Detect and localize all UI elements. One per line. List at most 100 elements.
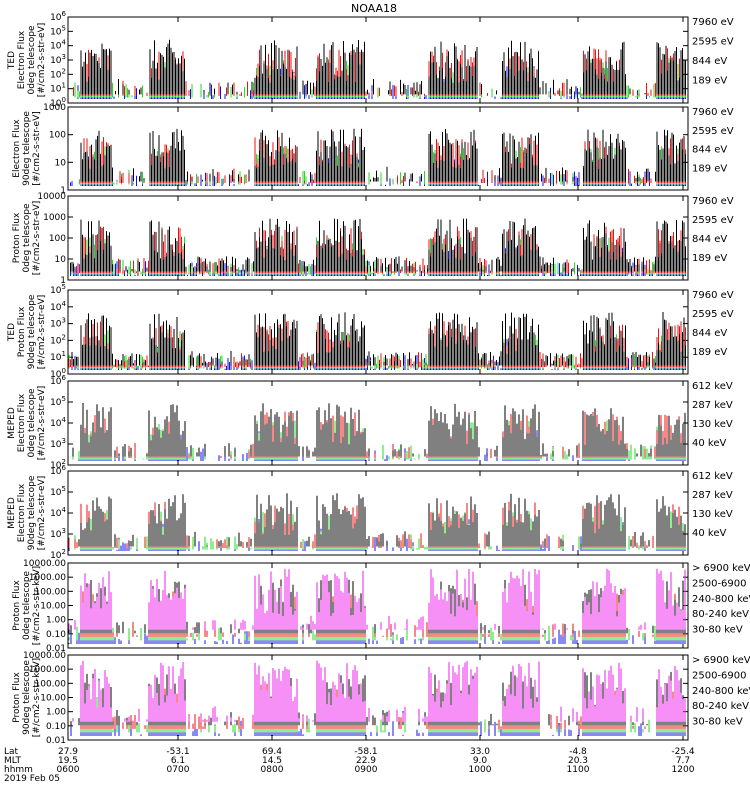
y-tick-label: 106 — [50, 464, 66, 477]
y-tick-label: 100 — [50, 367, 66, 380]
legend-entry: 40 keV — [692, 528, 726, 539]
y-tick-label: 100 — [50, 96, 66, 109]
legend-entry: 189 eV — [692, 253, 727, 264]
x-tick-label: 7.7 — [676, 756, 690, 766]
y-axis-label: TED — [7, 323, 17, 342]
y-axis-label: [#/cm2-s-str-eV] — [37, 476, 47, 551]
y-axis-label: [#/cm2-s-str-eV] — [37, 386, 47, 461]
data-marks — [70, 218, 686, 276]
series-trace — [78, 428, 686, 461]
series-trace — [71, 337, 686, 370]
series-trace — [70, 218, 686, 272]
legend-entry: 7960 eV — [692, 107, 734, 118]
y-axis-label: Proton Flux — [17, 306, 27, 357]
y-axis-label: [#/cm2-s-str-keV] — [32, 658, 42, 737]
data-marks — [70, 128, 686, 186]
x-tick-label: 1200 — [672, 765, 695, 775]
legend-entry: 130 keV — [692, 509, 733, 520]
y-tick-label: 106 — [50, 374, 66, 387]
legend-entry: > 6900 keV — [692, 563, 750, 574]
y-axis-label: Electron Flux — [17, 483, 27, 542]
y-axis-label: 90deg telescope — [27, 475, 37, 550]
y-axis-label: 90deg telescope — [22, 111, 32, 186]
y-axis-label: MEPED — [7, 407, 17, 439]
y-tick-label: 100 — [49, 234, 66, 244]
y-tick-label: 102 — [50, 67, 66, 80]
y-tick-label: 104 — [50, 506, 66, 519]
y-tick-label: 100.00 — [35, 679, 67, 689]
y-axis-label: 90deg telescope — [22, 660, 32, 735]
y-tick-label: 102 — [50, 458, 66, 471]
x-tick-label: -4.8 — [569, 747, 587, 757]
legend-entry: 80-240 keV — [692, 609, 749, 620]
data-marks — [70, 660, 686, 736]
y-axis-label: [#/cm2-s-str-keV] — [32, 566, 42, 645]
y-tick-label: 1.00 — [46, 708, 66, 718]
y-axis-label: 0deg telescope — [22, 571, 32, 641]
series-trace — [72, 403, 686, 457]
legend-entry: 30-80 keV — [692, 625, 743, 636]
y-axis-label: Proton Flux — [12, 580, 22, 631]
y-tick-label: 102 — [50, 333, 66, 346]
y-axis-label: Proton Flux — [12, 672, 22, 723]
y-tick-label: 0.10 — [46, 722, 66, 732]
legend-entry: 612 keV — [692, 471, 733, 482]
y-tick-label: 103 — [50, 527, 66, 540]
x-tick-label: 19.5 — [58, 756, 78, 766]
y-tick-label: 10 — [55, 255, 67, 265]
x-tick-label: 27.9 — [58, 747, 78, 757]
series-trace — [68, 568, 686, 630]
legend-entry: 2595 eV — [692, 309, 734, 320]
legend-entry: 240-800 keV — [692, 686, 750, 697]
y-tick-label: 100 — [49, 131, 66, 141]
legend-entry: 7960 eV — [692, 17, 734, 28]
x-tick-label: 20.3 — [568, 756, 588, 766]
y-tick-label: 102 — [50, 548, 66, 561]
series-trace — [78, 493, 686, 547]
legend-entry: 189 eV — [692, 347, 727, 358]
y-axis-label: [#/cm2-s-str-eV] — [32, 201, 42, 276]
series-trace — [68, 320, 686, 367]
data-marks — [68, 312, 686, 370]
legend-entry: 40 keV — [692, 438, 726, 449]
y-tick-label: 1000.00 — [29, 573, 66, 583]
legend-entry: > 6900 keV — [692, 655, 750, 666]
panel-7: 0.01 0.10 1.00 10.00 100.00 1000.00 10000.00 Pr… — [12, 559, 750, 654]
legend-entry: 844 eV — [692, 234, 727, 245]
y-tick-label: 1.00 — [46, 616, 66, 626]
y-tick-label: 10.00 — [40, 602, 66, 612]
legend-entry: 7960 eV — [692, 290, 734, 301]
y-tick-label: 103 — [50, 317, 66, 330]
x-tick-label: -58.1 — [354, 747, 377, 757]
y-tick-label: 105 — [50, 485, 66, 498]
y-tick-label: 10000.00 — [23, 651, 66, 661]
y-tick-label: 101 — [50, 350, 66, 363]
x-tick-label: 1000 — [469, 765, 492, 775]
series-trace — [71, 312, 686, 366]
y-tick-label: 1 — [60, 276, 66, 286]
y-tick-label: 103 — [50, 53, 66, 66]
legend-entry: 2595 eV — [692, 37, 734, 48]
y-tick-label: 10000 — [37, 192, 66, 202]
y-axis-label: [#/cm2-s-str-eV] — [37, 295, 47, 370]
panel-5: 102 103 104 105 106 MEPED Electron Flux 0deg te… — [7, 374, 733, 471]
series-trace — [71, 235, 686, 275]
series-trace — [68, 329, 686, 369]
legend-entry: 844 eV — [692, 328, 727, 339]
series-trace — [72, 660, 686, 722]
x-tick-label: -25.4 — [671, 747, 695, 757]
legend-entry: 189 eV — [692, 76, 727, 87]
x-tick-label: 0700 — [167, 765, 190, 775]
y-tick-label: 1 — [60, 186, 66, 196]
y-axis-label: [#/cm2-s-str-eV] — [32, 111, 42, 186]
y-tick-label: 10 — [55, 158, 67, 168]
y-axis-label: TED — [7, 51, 17, 70]
y-tick-label: 1000.00 — [29, 665, 66, 675]
y-tick-label: 1000 — [43, 103, 66, 113]
y-axis-label: [#/cm2-s-str-eV] — [37, 23, 47, 98]
series-trace — [80, 128, 686, 182]
x-tick-label: 14.5 — [262, 756, 282, 766]
y-tick-label: 0.10 — [46, 630, 66, 640]
y-tick-label: 10.00 — [40, 694, 66, 704]
